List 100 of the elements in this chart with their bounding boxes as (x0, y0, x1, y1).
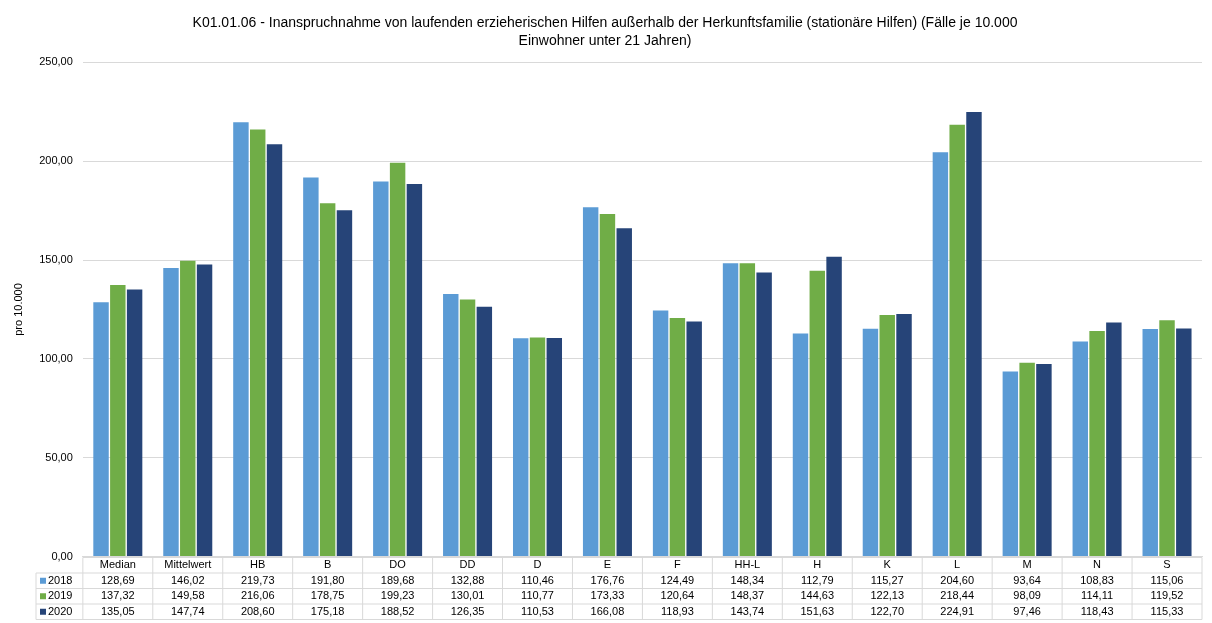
data-label: 143,74 (730, 604, 765, 617)
data-label: 110,53 (521, 604, 554, 617)
bar (196, 264, 213, 556)
bar (826, 256, 842, 556)
bar (1002, 371, 1019, 556)
legend-label: 2019 (48, 589, 73, 602)
bar (233, 122, 249, 556)
data-label: 132,88 (450, 573, 485, 586)
bar (1019, 362, 1035, 556)
data-label: 173,33 (590, 589, 625, 602)
x-tick-label: S (1163, 558, 1171, 571)
data-label: 118,43 (1080, 604, 1114, 617)
x-tick-label: B (323, 558, 332, 571)
data-label: 120,64 (660, 589, 695, 602)
data-label: 218,44 (940, 589, 975, 602)
data-label: 112,79 (800, 573, 834, 586)
data-label: 148,37 (730, 589, 765, 602)
data-label: 176,76 (590, 573, 625, 586)
bar (722, 263, 739, 556)
bar (1176, 328, 1192, 556)
bar (93, 302, 109, 556)
bar (459, 299, 476, 556)
data-label: 114,11 (1081, 589, 1114, 602)
data-label: 151,63 (800, 604, 835, 617)
data-label: 146,02 (170, 573, 205, 586)
bar (126, 289, 143, 556)
x-tick-label: F (674, 558, 682, 571)
bar (809, 270, 826, 556)
x-tick-label: E (603, 558, 612, 571)
bar (792, 333, 809, 556)
x-tick-label: L (954, 558, 961, 571)
bar (966, 111, 982, 556)
data-label: 110,77 (521, 589, 554, 602)
bar (180, 260, 196, 556)
data-label: 144,63 (800, 589, 835, 602)
data-label: 216,06 (240, 589, 275, 602)
y-axis-title: pro 10.000 (11, 283, 24, 336)
bar (756, 272, 772, 556)
x-tick-label: Median (99, 558, 136, 571)
data-label: 219,73 (240, 573, 275, 586)
bar (249, 129, 266, 556)
y-tick-label: 250,00 (39, 55, 73, 68)
data-label: 93,64 (1013, 573, 1041, 586)
data-label: 108,83 (1080, 573, 1114, 586)
data-label: 135,05 (100, 604, 135, 617)
data-label: 128,69 (100, 573, 135, 586)
bar (546, 338, 563, 556)
data-label: 97,46 (1013, 604, 1041, 617)
data-label: 110,46 (521, 573, 554, 586)
legend-label: 2020 (48, 604, 73, 617)
bar (110, 285, 126, 556)
bar (599, 213, 616, 556)
bar (652, 310, 669, 556)
bar (512, 338, 529, 556)
bar (303, 177, 319, 556)
bar (1142, 329, 1158, 556)
data-label: 178,75 (310, 589, 345, 602)
bar (896, 314, 912, 556)
bar (373, 181, 389, 556)
y-tick-label: 50,00 (45, 450, 73, 463)
data-label: 122,70 (870, 604, 905, 617)
data-label: 191,80 (310, 573, 345, 586)
data-label: 122,13 (870, 589, 905, 602)
data-label: 166,08 (590, 604, 625, 617)
x-tick-label: Mittelwert (164, 558, 212, 571)
chart-title: K01.01.06 - Inanspruchnahme von laufenden erzieherischen Hilfen außerhalb der Herkunftsfamilie (stationäre Hilfen) (Fälle je 10.000 Einwohner unter 21 Jahren) (192, 13, 1018, 49)
x-tick-label: DD (459, 558, 476, 571)
data-label: 137,32 (100, 589, 135, 602)
data-label: 118,93 (660, 604, 694, 617)
y-tick-label: 150,00 (39, 253, 73, 266)
y-tick-label: 0,00 (51, 549, 73, 562)
bar (686, 321, 702, 556)
bar (879, 315, 895, 556)
bar (1159, 320, 1175, 556)
data-label: 208,60 (240, 604, 275, 617)
bar (1106, 322, 1122, 556)
bar (266, 144, 283, 556)
data-label: 115,06 (1150, 573, 1184, 586)
data-label: 189,68 (380, 573, 415, 586)
data-label: 115,33 (1150, 604, 1184, 617)
bar (862, 328, 879, 556)
x-tick-label: HH-L (734, 558, 761, 571)
x-tick-label: K (883, 558, 892, 571)
x-tick-label: DO (389, 558, 407, 571)
data-label: 204,60 (940, 573, 975, 586)
bar (476, 306, 493, 556)
data-label: 119,52 (1150, 589, 1184, 602)
data-label: 130,01 (450, 589, 485, 602)
bar (1036, 363, 1052, 556)
bar (389, 162, 406, 556)
legend-label: 2018 (48, 573, 73, 586)
data-label: 188,52 (380, 604, 415, 617)
data-label: 115,27 (870, 573, 904, 586)
bar (336, 210, 353, 556)
bar (443, 293, 459, 556)
y-tick-label: 200,00 (39, 154, 73, 167)
y-tick-label: 100,00 (39, 351, 73, 364)
data-label: 175,18 (310, 604, 345, 617)
bar (669, 318, 686, 556)
data-label: 147,74 (170, 604, 205, 617)
